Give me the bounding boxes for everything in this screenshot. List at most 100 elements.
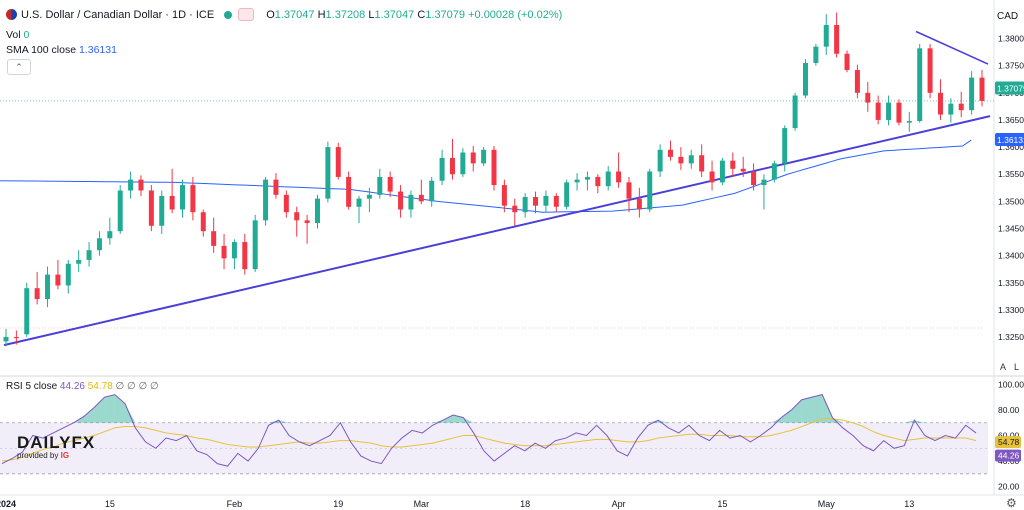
candle-body: [875, 102, 881, 120]
last-price-badge: 1.37079: [997, 84, 1024, 94]
rsi-overbought-fill: [268, 420, 279, 423]
candle-body: [346, 176, 352, 207]
sma-100-line: [0, 139, 972, 213]
time-tick-label: 15: [717, 499, 727, 509]
candle-body: [273, 179, 279, 195]
rsi-overbought-fill: [770, 417, 782, 423]
auto-scale-button[interactable]: A: [1000, 362, 1007, 372]
candle-body: [917, 48, 923, 122]
vol-label: Vol: [6, 29, 21, 41]
last-price-badge-bg: [995, 81, 1024, 95]
dailyfx-logo: DAILYFX provided by IG: [17, 433, 95, 460]
close-value: 1.37079: [425, 8, 466, 21]
candle-body: [522, 197, 528, 213]
logo-text: DAILYFX: [17, 433, 96, 452]
candle-body: [76, 259, 82, 264]
gear-icon[interactable]: ⚙: [1006, 496, 1017, 510]
logo-brand: IG: [60, 451, 70, 460]
rsi-value: 44.26: [59, 381, 85, 392]
rsi-overbought-fill: [84, 407, 95, 423]
rsi-ma-badge-bg: [995, 436, 1021, 449]
candle-body: [449, 157, 455, 175]
price-tick-label: 1.37500: [998, 61, 1024, 71]
rsi-ma-line: [1, 418, 977, 462]
candle-body: [709, 171, 715, 183]
rsi-overbought-fill: [442, 415, 454, 423]
price-tick-label: 1.34000: [998, 251, 1024, 261]
rsi-overbought-fill: [904, 420, 915, 423]
rsi-overbought-fill: [801, 397, 812, 423]
rsi-overbought-fill: [811, 394, 823, 423]
time-tick-label: 15: [105, 499, 115, 509]
candle-body: [221, 245, 227, 259]
candle-body: [314, 198, 320, 224]
rsi-empty-values: ∅ ∅ ∅ ∅: [115, 381, 159, 392]
candle-body: [584, 176, 590, 180]
rsi-legend[interactable]: RSI 5 close 44.26 54.78 ∅ ∅ ∅ ∅: [6, 381, 159, 392]
rsi-overbought-fill: [822, 394, 833, 423]
candle-body: [242, 242, 248, 270]
rsi-ma-value: 54.78: [87, 381, 113, 392]
candle-body: [595, 176, 601, 187]
high-value: 1.37208: [325, 8, 366, 21]
candle-body: [366, 194, 372, 199]
candle-body: [761, 179, 767, 186]
candle-body: [159, 195, 165, 226]
price-tick-label: 1.33500: [998, 278, 1024, 288]
candle-body: [564, 182, 570, 207]
usd-cad-flag-icon: [6, 9, 17, 20]
vol-value: 0: [23, 29, 30, 41]
candle-body: [823, 24, 829, 47]
candle-body: [460, 152, 466, 175]
currency-label[interactable]: CAD: [997, 11, 1019, 22]
candle-body: [688, 155, 694, 164]
open-value: 1.37047: [274, 8, 315, 21]
candle-body: [335, 147, 341, 177]
candle-body: [117, 190, 123, 232]
candle-body: [937, 92, 943, 115]
sma-value: 1.36131: [78, 44, 117, 56]
candle-body: [13, 337, 19, 339]
candle-body: [263, 179, 269, 221]
candle-body: [356, 198, 362, 207]
candle-body: [678, 156, 684, 164]
time-tick-label: Apr: [612, 499, 626, 509]
candle-body: [948, 103, 954, 115]
candle-body: [865, 92, 871, 103]
sma-price-badge-bg: [995, 132, 1024, 146]
sma-legend[interactable]: SMA 100 close 1.36131: [6, 44, 117, 56]
rsi-band: [0, 422, 988, 474]
candle-body: [128, 179, 134, 191]
candle-body: [429, 180, 435, 202]
rsi-overbought-fill: [94, 397, 105, 423]
price-tick-label: 1.36500: [998, 115, 1024, 125]
candle-body: [55, 274, 61, 286]
candle-body: [553, 195, 559, 207]
candle-body: [834, 24, 840, 54]
candle-body: [802, 62, 808, 96]
candle-body: [304, 220, 310, 224]
candle-body: [543, 195, 549, 206]
candle-body: [470, 152, 476, 164]
price-tick-label: 1.38000: [998, 34, 1024, 44]
candle-body: [512, 205, 518, 213]
collapse-legend-button[interactable]: ⌃: [7, 59, 31, 75]
candle-body: [771, 163, 777, 180]
rsi-line: [1, 394, 977, 467]
time-tick-label: 19: [333, 499, 343, 509]
volume-legend[interactable]: Vol 0: [6, 29, 29, 41]
time-tick-label: Mar: [414, 499, 430, 509]
time-tick-label: 2024: [0, 499, 16, 509]
candle-body: [844, 53, 850, 71]
candle-body: [34, 288, 40, 300]
candle-body: [782, 128, 788, 164]
candle-body: [398, 191, 404, 210]
rsi-tick-label: 20.00: [998, 482, 1020, 492]
rsi-overbought-fill: [647, 420, 659, 423]
log-scale-button[interactable]: L: [1014, 362, 1020, 372]
candle-body: [969, 77, 975, 111]
symbol-title[interactable]: U.S. Dollar / Canadian Dollar · 1D · ICE: [21, 8, 215, 21]
candle-body: [418, 194, 424, 202]
rsi-overbought-fill: [278, 420, 290, 423]
